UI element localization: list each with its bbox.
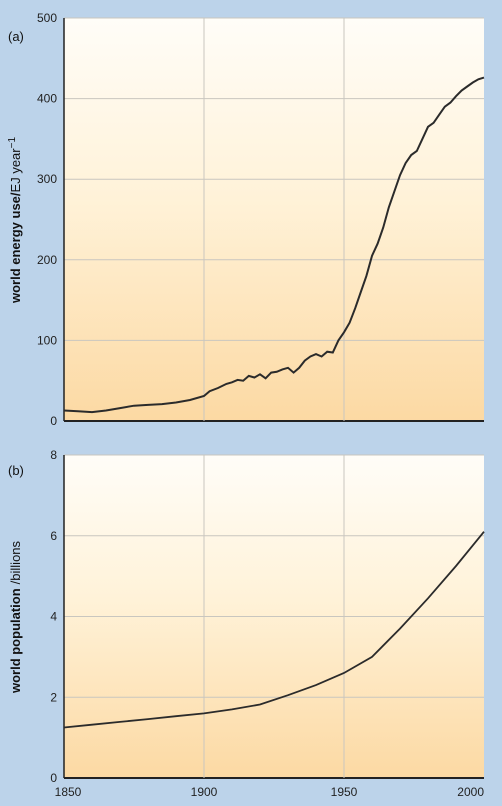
panel-a-y-ticks: 0 100 200 300 400 500: [37, 11, 57, 428]
panel-a-y-axis-label: world energy use/EJ year−1: [7, 137, 23, 304]
panel-b-x-ticks: 1850 1900 1950 2000: [55, 785, 485, 799]
panel-a-y-axis-label-unit: EJ year: [8, 148, 23, 193]
panel-a-y-tick-label: 100: [37, 333, 57, 347]
panel-b-x-tick-label: 1900: [191, 785, 218, 799]
panel-b-y-tick-label: 0: [50, 771, 57, 785]
panel-b-population: 0 2 4 6 8 1850 1900 1950 2000 (b) world populat…: [8, 448, 485, 799]
panel-b-x-tick-label: 2000: [457, 785, 484, 799]
panel-b-grid: [63, 454, 484, 779]
panel-b-x-tick-label: 1950: [331, 785, 358, 799]
panel-b-label: (b): [8, 463, 24, 478]
panel-a-y-tick-label: 500: [37, 11, 57, 25]
panel-b-y-ticks: 0 2 4 6 8: [50, 448, 57, 785]
panel-a-y-tick-label: 400: [37, 92, 57, 106]
panel-b-y-axis-label-main: world population: [8, 588, 23, 694]
panel-a-y-axis-label-sup: −1: [7, 137, 18, 149]
panel-a-y-tick-label: 0: [50, 414, 57, 428]
panel-b-y-tick-label: 8: [50, 448, 57, 462]
population-line: [63, 531, 485, 729]
panel-b-y-tick-label: 6: [50, 529, 57, 543]
panel-a-plot-area: [64, 18, 484, 421]
panel-b-y-tick-label: 4: [50, 610, 57, 624]
panel-b-y-tick-label: 2: [50, 690, 57, 704]
panel-a-label: (a): [8, 29, 24, 44]
panel-a-energy: 0 100 200 300 400 500 (a) world energy use/EJ…: [7, 11, 485, 428]
panel-a-y-tick-label: 200: [37, 253, 57, 267]
energy-use-line: [63, 76, 485, 414]
panel-a-y-axis-label-main: world energy use/: [8, 192, 23, 304]
panel-b-y-axis-label: world population/billions: [8, 540, 23, 694]
panel-b-x-tick-label: 1850: [55, 785, 82, 799]
panel-a-y-tick-label: 300: [37, 172, 57, 186]
panel-a-grid: [63, 17, 484, 422]
panel-b-y-axis-label-unit: /billions: [8, 540, 23, 584]
